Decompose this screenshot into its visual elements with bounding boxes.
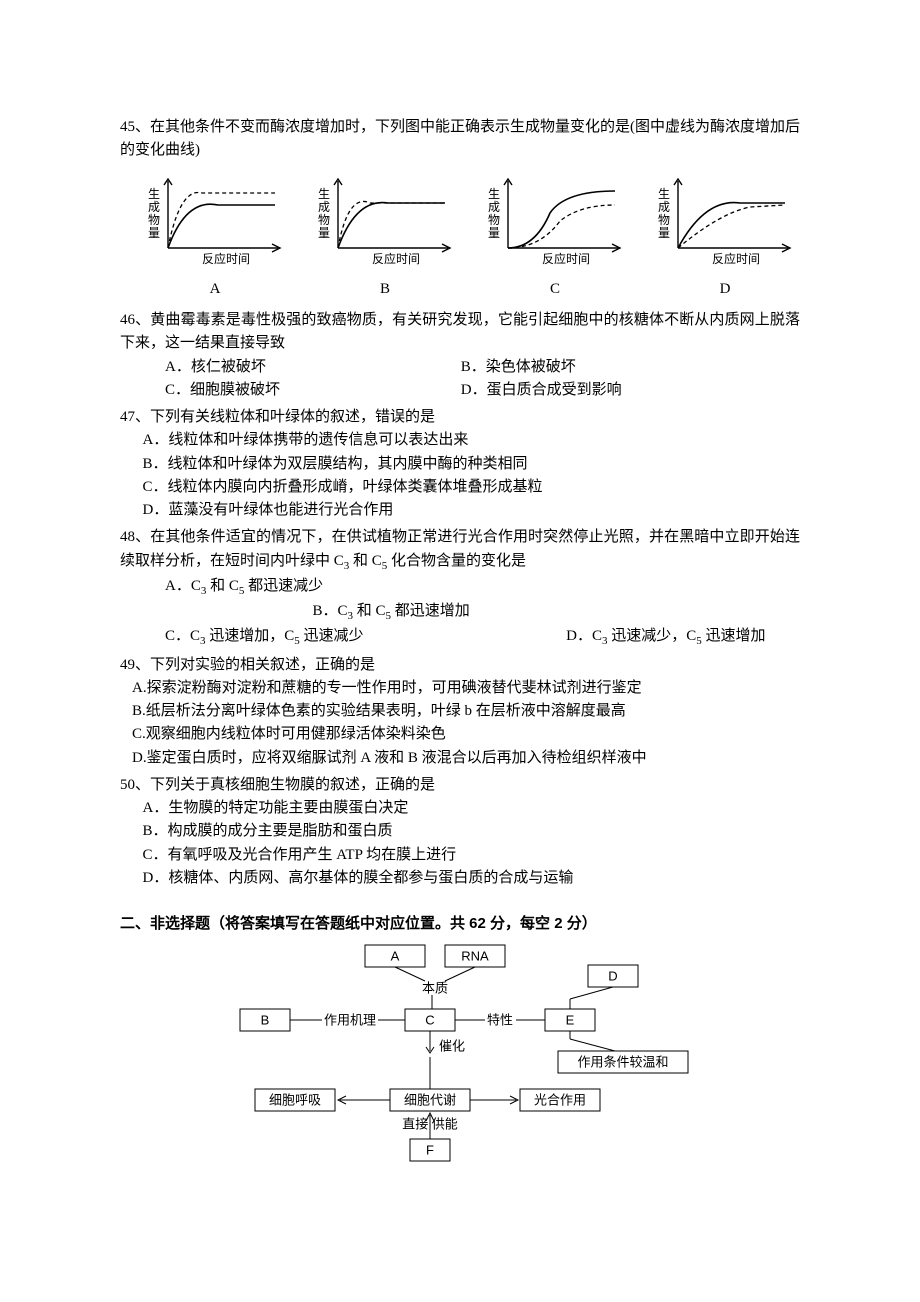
question-45: 45、在其他条件不变而酶浓度增加时，下列图中能正确表示生成物量变化的是(图中虚线… xyxy=(120,116,800,301)
q45-A-ylbl2: 物 xyxy=(148,213,160,227)
q50-stem: 50、下列关于真核细胞生物膜的叙述，正确的是 xyxy=(120,774,800,797)
q49-stem: 49、下列对实验的相关叙述，正确的是 xyxy=(120,654,800,677)
svg-text:物: 物 xyxy=(658,213,670,227)
svg-text:A: A xyxy=(391,949,400,964)
q48-stem: 48、在其他条件适宜的情况下，在供试植物正常进行光合作用时突然停止光照，并在黑暗… xyxy=(120,526,800,574)
svg-text:光合作用: 光合作用 xyxy=(534,1093,586,1108)
q45-charts-row: 生 成 物 量 反应时间 A xyxy=(140,173,800,302)
svg-text:生: 生 xyxy=(658,187,670,201)
q46-opt-C: C．细胞膜被破坏 xyxy=(165,379,451,402)
q46-opt-D: D．蛋白质合成受到影响 xyxy=(461,379,747,402)
svg-text:生: 生 xyxy=(488,187,500,201)
q45-D-solid xyxy=(678,202,785,247)
q46-options: A．核仁被破坏 B．染色体被破坏 C．细胞膜被破坏 D．蛋白质合成受到影响 xyxy=(165,356,800,403)
q48-opt-B: B．C3 和 C5 都迅速增加 xyxy=(165,600,500,625)
svg-text:作用条件较温和: 作用条件较温和 xyxy=(577,1055,668,1070)
q47-opt-A: A．线粒体和叶绿体携带的遗传信息可以表达出来 xyxy=(143,429,801,452)
q47-stem: 47、下列有关线粒体和叶绿体的叙述，错误的是 xyxy=(120,406,800,429)
svg-text:量: 量 xyxy=(318,226,330,240)
q45-chart-B-svg: 生 成 物 量 反应时间 xyxy=(310,173,460,268)
svg-text:细胞代谢: 细胞代谢 xyxy=(404,1093,456,1108)
q48-opt-C: C．C3 迅速增加，C5 迅速减少 xyxy=(165,625,451,650)
question-49: 49、下列对实验的相关叙述，正确的是 A.探索淀粉酶对淀粉和蔗糖的专一性作用时，… xyxy=(120,654,800,770)
q45-chart-B: 生 成 物 量 反应时间 B xyxy=(310,173,460,302)
q45-C-dashed xyxy=(508,205,615,248)
svg-text:成: 成 xyxy=(658,200,670,214)
svg-text:反应时间: 反应时间 xyxy=(542,251,590,266)
q45-A-letter: A xyxy=(140,278,290,301)
svg-text:物: 物 xyxy=(488,213,500,227)
svg-text:F: F xyxy=(426,1143,434,1158)
q48-opt-D: D．C3 迅速减少，C5 迅速增加 xyxy=(461,625,776,650)
question-48: 48、在其他条件适宜的情况下，在供试植物正常进行光合作用时突然停止光照，并在黑暗… xyxy=(120,526,800,649)
svg-text:D: D xyxy=(608,969,617,984)
q46-opt-A: A．核仁被破坏 xyxy=(165,356,451,379)
q46-opt-B: B．染色体被破坏 xyxy=(461,356,747,379)
q45-B-solid xyxy=(338,202,445,247)
q45-chart-C: 生 成 物 量 反应时间 C xyxy=(480,173,630,302)
svg-text:量: 量 xyxy=(658,226,670,240)
q47-opt-C: C．线粒体内膜向内折叠形成嵴，叶绿体类囊体堆叠形成基粒 xyxy=(143,476,801,499)
node-benzhi: 本质 xyxy=(422,981,448,996)
q45-A-ylbl3: 量 xyxy=(148,226,160,240)
q45-A-dashed xyxy=(168,192,275,248)
question-47: 47、下列有关线粒体和叶绿体的叙述，错误的是 A．线粒体和叶绿体携带的遗传信息可… xyxy=(120,406,800,522)
node-jili: 作用机理 xyxy=(324,1013,376,1028)
q50-options: A．生物膜的特定功能主要由膜蛋白决定 B．构成膜的成分主要是脂肪和蛋白质 C．有… xyxy=(143,797,801,890)
q45-B-letter: B xyxy=(310,278,460,301)
svg-text:B: B xyxy=(261,1013,270,1028)
q45-stem: 45、在其他条件不变而酶浓度增加时，下列图中能正确表示生成物量变化的是(图中虚线… xyxy=(120,116,800,163)
svg-text:RNA: RNA xyxy=(461,949,489,964)
q50-opt-A: A．生物膜的特定功能主要由膜蛋白决定 xyxy=(143,797,801,820)
q45-B-dashed xyxy=(338,201,445,248)
q46-stem: 46、黄曲霉毒素是毒性极强的致癌物质，有关研究发现，它能引起细胞中的核糖体不断从… xyxy=(120,309,800,356)
q45-A-solid xyxy=(168,204,275,248)
document-page: 45、在其他条件不变而酶浓度增加时，下列图中能正确表示生成物量变化的是(图中虚线… xyxy=(0,0,920,1302)
q47-opt-D: D．蓝藻没有叶绿体也能进行光合作用 xyxy=(143,499,801,522)
concept-map-svg: A RNA 本质 D B 作用机理 C 特性 E xyxy=(200,939,720,1169)
node-zhijie: 直接 供能 xyxy=(402,1117,458,1132)
q45-chart-A-svg: 生 成 物 量 反应时间 xyxy=(140,173,290,268)
svg-text:量: 量 xyxy=(488,226,500,240)
q49-opt-B: B.纸层析法分离叶绿体色素的实验结果表明，叶绿 b 在层析液中溶解度最高 xyxy=(132,700,800,723)
q45-C-letter: C xyxy=(480,278,630,301)
q50-opt-C: C．有氧呼吸及光合作用产生 ATP 均在膜上进行 xyxy=(143,844,801,867)
question-46: 46、黄曲霉毒素是毒性极强的致癌物质，有关研究发现，它能引起细胞中的核糖体不断从… xyxy=(120,309,800,402)
q48-opt-A: A．C3 和 C5 都迅速减少 xyxy=(165,575,451,600)
question-50: 50、下列关于真核细胞生物膜的叙述，正确的是 A．生物膜的特定功能主要由膜蛋白决… xyxy=(120,774,800,890)
q45-chart-A: 生 成 物 量 反应时间 A xyxy=(140,173,290,302)
section-2-title: 二、非选择题（将答案填写在答题纸中对应位置。共 62 分，每空 2 分） xyxy=(120,912,800,935)
q49-opt-D: D.鉴定蛋白质时，应将双缩脲试剂 A 液和 B 液混合以后再加入待检组织样液中 xyxy=(132,747,800,770)
q45-A-xlabel: 反应时间 xyxy=(202,251,250,266)
svg-text:细胞呼吸: 细胞呼吸 xyxy=(269,1093,321,1108)
q45-chart-C-svg: 生 成 物 量 反应时间 xyxy=(480,173,630,268)
svg-text:C: C xyxy=(425,1013,434,1028)
q50-opt-B: B．构成膜的成分主要是脂肪和蛋白质 xyxy=(143,820,801,843)
q45-chart-D-svg: 生 成 物 量 反应时间 xyxy=(650,173,800,268)
svg-text:反应时间: 反应时间 xyxy=(372,251,420,266)
svg-text:生: 生 xyxy=(318,187,330,201)
svg-text:反应时间: 反应时间 xyxy=(712,251,760,266)
svg-text:物: 物 xyxy=(318,213,330,227)
q45-chart-D: 生 成 物 量 反应时间 D xyxy=(650,173,800,302)
q49-opt-C: C.观察细胞内线粒体时可用健那绿活体染料染色 xyxy=(132,723,800,746)
q47-opt-B: B．线粒体和叶绿体为双层膜结构，其内膜中酶的种类相同 xyxy=(143,453,801,476)
q45-A-ylbl0: 生 xyxy=(148,187,160,201)
node-cuihua: 催化 xyxy=(439,1039,465,1054)
concept-map: A RNA 本质 D B 作用机理 C 特性 E xyxy=(120,939,800,1177)
q45-A-ylbl1: 成 xyxy=(148,200,160,214)
svg-text:E: E xyxy=(566,1013,575,1028)
q49-options: A.探索淀粉酶对淀粉和蔗糖的专一性作用时，可用碘液替代斐林试剂进行鉴定 B.纸层… xyxy=(132,677,800,770)
q45-D-dashed xyxy=(678,205,785,248)
node-texing: 特性 xyxy=(487,1013,513,1028)
svg-text:成: 成 xyxy=(488,200,500,214)
q49-opt-A: A.探索淀粉酶对淀粉和蔗糖的专一性作用时，可用碘液替代斐林试剂进行鉴定 xyxy=(132,677,800,700)
q47-options: A．线粒体和叶绿体携带的遗传信息可以表达出来 B．线粒体和叶绿体为双层膜结构，其… xyxy=(143,429,801,522)
q50-opt-D: D．核糖体、内质网、高尔基体的膜全都参与蛋白质的合成与运输 xyxy=(143,867,801,890)
q45-D-letter: D xyxy=(650,278,800,301)
q48-options: A．C3 和 C5 都迅速减少 B．C3 和 C5 都迅速增加 C．C3 迅速增… xyxy=(165,575,800,650)
svg-text:成: 成 xyxy=(318,200,330,214)
q45-C-solid xyxy=(508,191,615,248)
